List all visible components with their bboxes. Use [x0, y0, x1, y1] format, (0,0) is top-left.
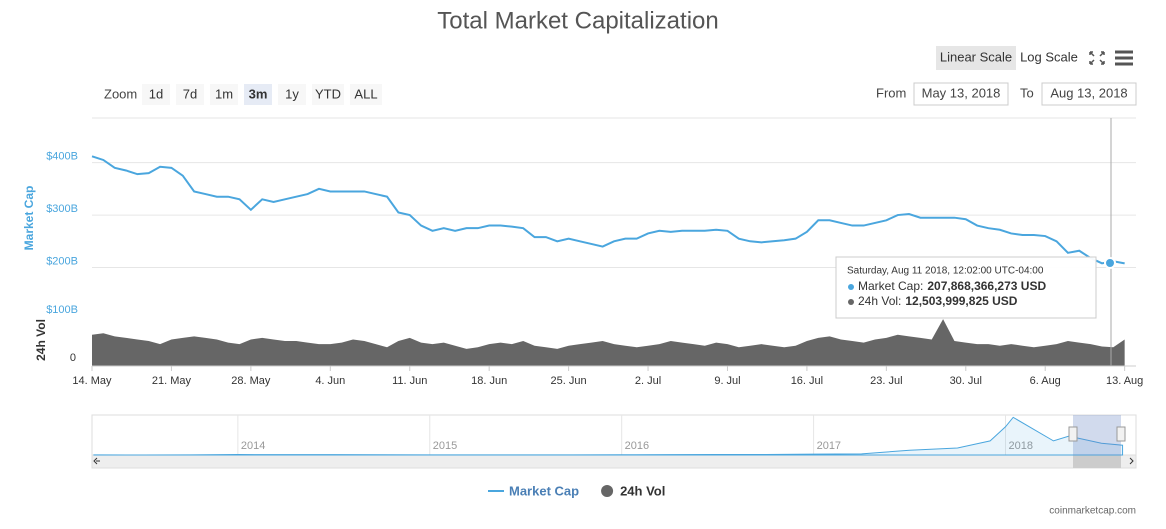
zoom-button[interactable] — [210, 84, 238, 105]
x-tick-label: 2. Jul — [635, 375, 661, 387]
zoom-button-label[interactable]: 1m — [215, 86, 233, 101]
menu-icons[interactable] — [1089, 50, 1133, 66]
zoom-button[interactable] — [176, 84, 204, 105]
x-tick-label: 28. May — [231, 375, 271, 387]
x-tick-label: 23. Jul — [870, 375, 902, 387]
tooltip-dot — [848, 284, 854, 290]
y2-tick-label: 0 — [70, 352, 76, 364]
zoom-button-label[interactable]: 1d — [149, 86, 163, 101]
x-tick-label: 13. Aug — [1106, 375, 1143, 387]
credit[interactable]: coinmarketcap.com — [1049, 506, 1136, 517]
tooltip-item: Market Cap: 207,868,366,273 USD — [858, 279, 1046, 293]
zoom-button[interactable] — [350, 84, 382, 105]
x-tick-label: 11. Jun — [392, 375, 427, 387]
x-tick-label: 25. Jun — [551, 375, 587, 387]
tooltip-name: 24h Vol: — [858, 294, 901, 308]
zoom-button[interactable] — [142, 84, 170, 105]
from-label: From — [876, 85, 906, 100]
y-tick-label: $200B — [46, 255, 78, 267]
hover-point — [1104, 257, 1116, 269]
legend-label[interactable]: Market Cap — [509, 483, 579, 498]
fullscreen-icon[interactable] — [1089, 51, 1105, 65]
zoom-button-label[interactable]: 1y — [285, 86, 299, 101]
to-input[interactable] — [1041, 82, 1137, 106]
x-tick-label: 30. Jul — [950, 375, 982, 387]
x-tick-label: 14. May — [72, 375, 112, 387]
scrollbar-thumb[interactable] — [1073, 455, 1121, 468]
chart-title: Total Market Capitalization — [437, 7, 718, 34]
x-tick-label: 18. Jun — [471, 375, 507, 387]
x-tick-label: 4. Jun — [315, 375, 345, 387]
navigator-tick-label: 2018 — [1009, 440, 1033, 452]
navigator-tick-label: 2016 — [625, 440, 649, 452]
tooltip-item: 24h Vol: 12,503,999,825 USD — [858, 294, 1018, 308]
from-date[interactable]: May 13, 2018 — [922, 85, 1001, 100]
tooltip: Saturday, Aug 11 2018, 12:02:00 UTC-04:0… — [835, 256, 1097, 319]
y-tick-label: $300B — [46, 203, 78, 215]
from-input[interactable] — [913, 82, 1009, 106]
zoom-button-label[interactable]: ALL — [354, 86, 377, 101]
navigator-handle[interactable] — [1068, 426, 1078, 442]
scale-button[interactable] — [936, 46, 1016, 70]
menu-icon[interactable] — [1115, 50, 1133, 66]
scale-button[interactable] — [1018, 46, 1080, 70]
navigator-tick-label: 2015 — [433, 440, 457, 452]
tooltip-header: Saturday, Aug 11 2018, 12:02:00 UTC-04:0… — [847, 266, 1044, 277]
scale-button-label[interactable]: Log Scale — [1020, 49, 1078, 64]
navigator-selection[interactable] — [1073, 415, 1121, 455]
tooltip-box — [835, 256, 1097, 319]
x-tick-label: 16. Jul — [791, 375, 823, 387]
zoom-button[interactable] — [312, 84, 344, 105]
zoom-button-label[interactable]: YTD — [315, 86, 341, 101]
tooltip-value: 12,503,999,825 USD — [905, 294, 1017, 308]
x-tick-label: 6. Aug — [1030, 375, 1061, 387]
scale-button-label[interactable]: Linear Scale — [940, 49, 1012, 64]
zoom-button-label[interactable]: 3m — [249, 86, 268, 101]
x-tick-label: 9. Jul — [714, 375, 740, 387]
navigator-handle[interactable] — [1116, 426, 1126, 442]
tooltip-dot — [848, 299, 854, 305]
navigator-tick-label: 2017 — [817, 440, 841, 452]
to-date[interactable]: Aug 13, 2018 — [1050, 85, 1127, 100]
y-tick-label: $400B — [46, 151, 78, 163]
tooltip-name: Market Cap: — [858, 279, 923, 293]
market-cap-line — [91, 155, 1125, 265]
scroll-arrows[interactable] — [93, 457, 1134, 465]
zoom-button[interactable] — [244, 84, 272, 105]
scrollbar[interactable] — [91, 454, 1137, 469]
y-tick-label: $100B — [46, 304, 78, 316]
legend-symbol[interactable] — [601, 485, 614, 497]
zoom-button[interactable] — [278, 84, 306, 105]
navigator-tick-label: 2014 — [241, 440, 265, 452]
zoom-button-label[interactable]: 7d — [183, 86, 197, 101]
volume-area — [92, 319, 1125, 366]
to-label: To — [1020, 85, 1034, 100]
legend-label[interactable]: 24h Vol — [620, 483, 665, 498]
zoom-label: Zoom — [104, 86, 137, 101]
x-tick-label: 21. May — [152, 375, 192, 387]
y2-axis-label: 24h Vol — [34, 319, 48, 361]
tooltip-value: 207,868,366,273 USD — [927, 279, 1046, 293]
navigator-line — [93, 416, 1124, 456]
y-axis-label: Market Cap — [22, 186, 36, 251]
